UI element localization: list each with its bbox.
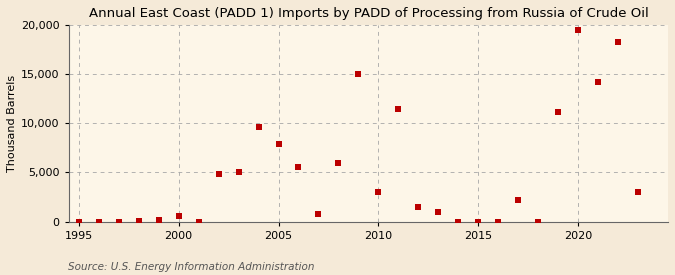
Point [453,219,464,224]
Point [353,72,364,76]
Point [173,213,184,218]
Point [133,218,144,223]
Point [533,219,543,224]
Point [632,190,643,194]
Point [313,211,324,216]
Point [553,109,564,114]
Point [473,219,484,224]
Text: Source: U.S. Energy Information Administration: Source: U.S. Energy Information Administ… [68,262,314,272]
Point [193,219,204,224]
Point [93,219,104,224]
Point [593,80,603,84]
Point [513,198,524,202]
Point [153,217,164,222]
Point [413,205,424,209]
Y-axis label: Thousand Barrels: Thousand Barrels [7,75,17,172]
Point [433,210,443,214]
Point [273,142,284,146]
Title: Annual East Coast (PADD 1) Imports by PADD of Processing from Russia of Crude Oi: Annual East Coast (PADD 1) Imports by PA… [88,7,648,20]
Point [573,28,584,32]
Point [113,219,124,224]
Point [253,125,264,130]
Point [393,106,404,111]
Point [74,219,84,224]
Point [613,40,624,44]
Point [233,170,244,175]
Point [293,164,304,169]
Point [373,190,384,194]
Point [493,219,504,224]
Point [333,160,344,165]
Point [213,172,224,177]
